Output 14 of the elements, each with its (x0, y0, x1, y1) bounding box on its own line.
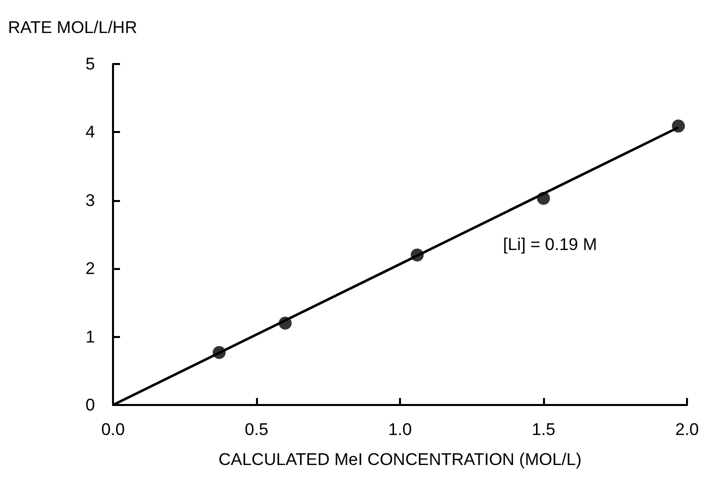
x-tick-label: 1.5 (532, 420, 556, 439)
x-tick-label: 0.5 (244, 420, 268, 439)
y-tick-label: 2 (86, 259, 95, 278)
y-axis-title: RATE MOL/L/HR (8, 18, 138, 37)
y-tick-label: 5 (86, 54, 95, 74)
x-axis-title: CALCULATED MeI CONCENTRATION (MOL/L) (218, 450, 582, 469)
y-tick-label: 3 (86, 190, 95, 210)
y-tick-label: 4 (86, 122, 95, 142)
x-tick-label: 0.0 (101, 420, 125, 439)
y-tick-label: 1 (86, 327, 95, 346)
annotation: [Li] = 0.19 M (503, 235, 598, 254)
x-tick-label: 1.0 (388, 420, 412, 439)
y-tick-label: 0 (86, 396, 95, 414)
x-tick-label: 2.0 (675, 420, 699, 439)
